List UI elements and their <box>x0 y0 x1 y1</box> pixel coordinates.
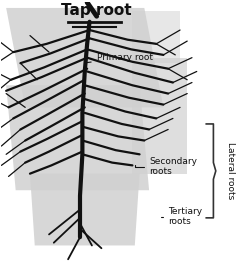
Polygon shape <box>30 174 140 246</box>
Polygon shape <box>132 58 187 174</box>
Text: Tertiary
roots: Tertiary roots <box>161 207 202 226</box>
Text: Secondary
roots: Secondary roots <box>135 157 197 176</box>
Polygon shape <box>6 85 149 190</box>
Polygon shape <box>6 8 163 107</box>
Text: Tap root: Tap root <box>61 3 132 18</box>
Polygon shape <box>132 11 180 63</box>
Text: Primary root: Primary root <box>85 53 153 63</box>
Text: Lateral roots: Lateral roots <box>226 142 234 200</box>
